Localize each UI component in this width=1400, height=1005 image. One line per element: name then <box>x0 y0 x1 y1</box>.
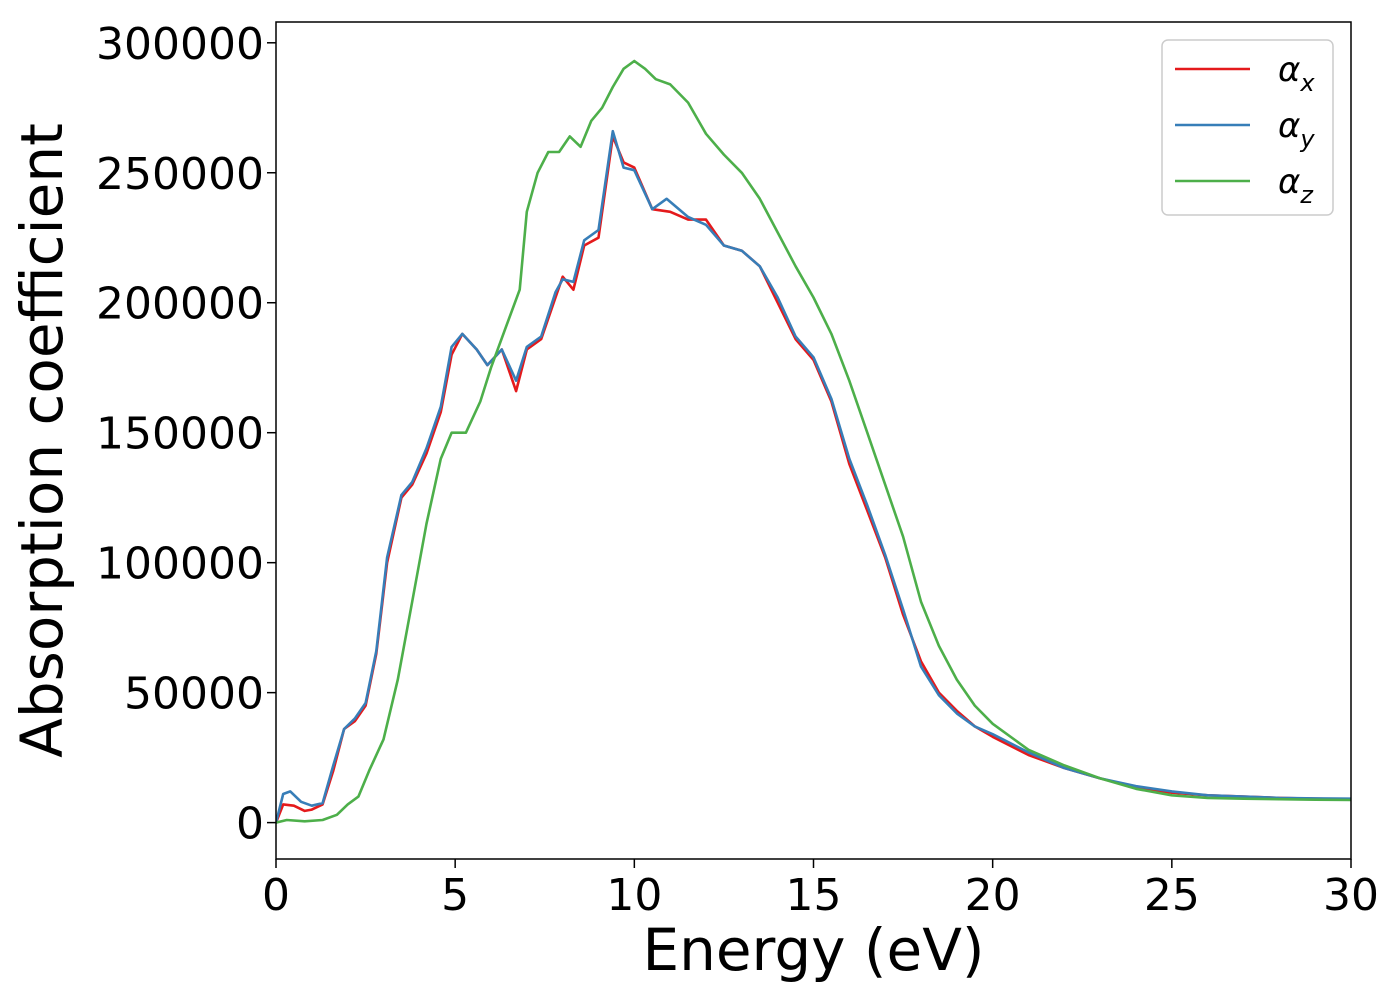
legend-label-z: αz <box>1278 162 1314 209</box>
legend-box <box>1161 39 1334 216</box>
y-tick-label: 0 <box>236 799 264 850</box>
x-axis-label: Energy (eV) <box>642 916 984 984</box>
x-tick-label: 25 <box>1144 870 1200 921</box>
x-tick-label: 20 <box>965 870 1021 921</box>
legend: αx αy αz <box>1161 39 1334 216</box>
x-tick-label: 5 <box>441 870 469 921</box>
series-line-y <box>276 129 1351 824</box>
x-tick-label: 10 <box>606 870 662 921</box>
y-tick-label: 300000 <box>96 19 264 70</box>
series-layer <box>276 59 1351 824</box>
y-tick-label: 250000 <box>96 149 264 200</box>
x-axis: 0 5 10 15 20 25 30 <box>262 859 1379 921</box>
y-tick-label: 150000 <box>96 409 264 460</box>
legend-label-y: αy <box>1278 106 1315 153</box>
series-line-z <box>276 59 1351 824</box>
y-tick-label: 100000 <box>96 539 264 590</box>
y-tick-label: 200000 <box>96 279 264 330</box>
x-tick-label: 30 <box>1323 870 1379 921</box>
y-tick-label: 50000 <box>124 669 264 720</box>
y-axis: 0 50000 100000 150000 200000 250000 300000 <box>96 19 276 850</box>
x-tick-label: 0 <box>262 870 290 921</box>
legend-label-x: αx <box>1278 50 1315 97</box>
x-tick-label: 15 <box>786 870 842 921</box>
y-axis-label: Absorption coefficient <box>8 123 76 758</box>
